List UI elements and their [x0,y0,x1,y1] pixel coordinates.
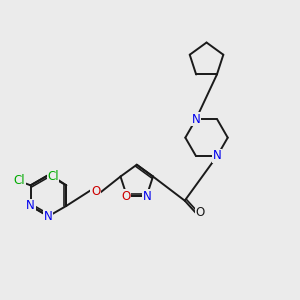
Text: N: N [143,190,152,203]
Text: O: O [91,185,100,198]
Text: Cl: Cl [47,170,59,183]
Text: N: N [26,200,35,212]
Text: N: N [213,149,221,163]
Text: N: N [192,113,200,126]
Text: N: N [44,210,53,223]
Text: O: O [122,190,131,203]
Text: O: O [195,206,205,219]
Text: Cl: Cl [14,173,25,187]
